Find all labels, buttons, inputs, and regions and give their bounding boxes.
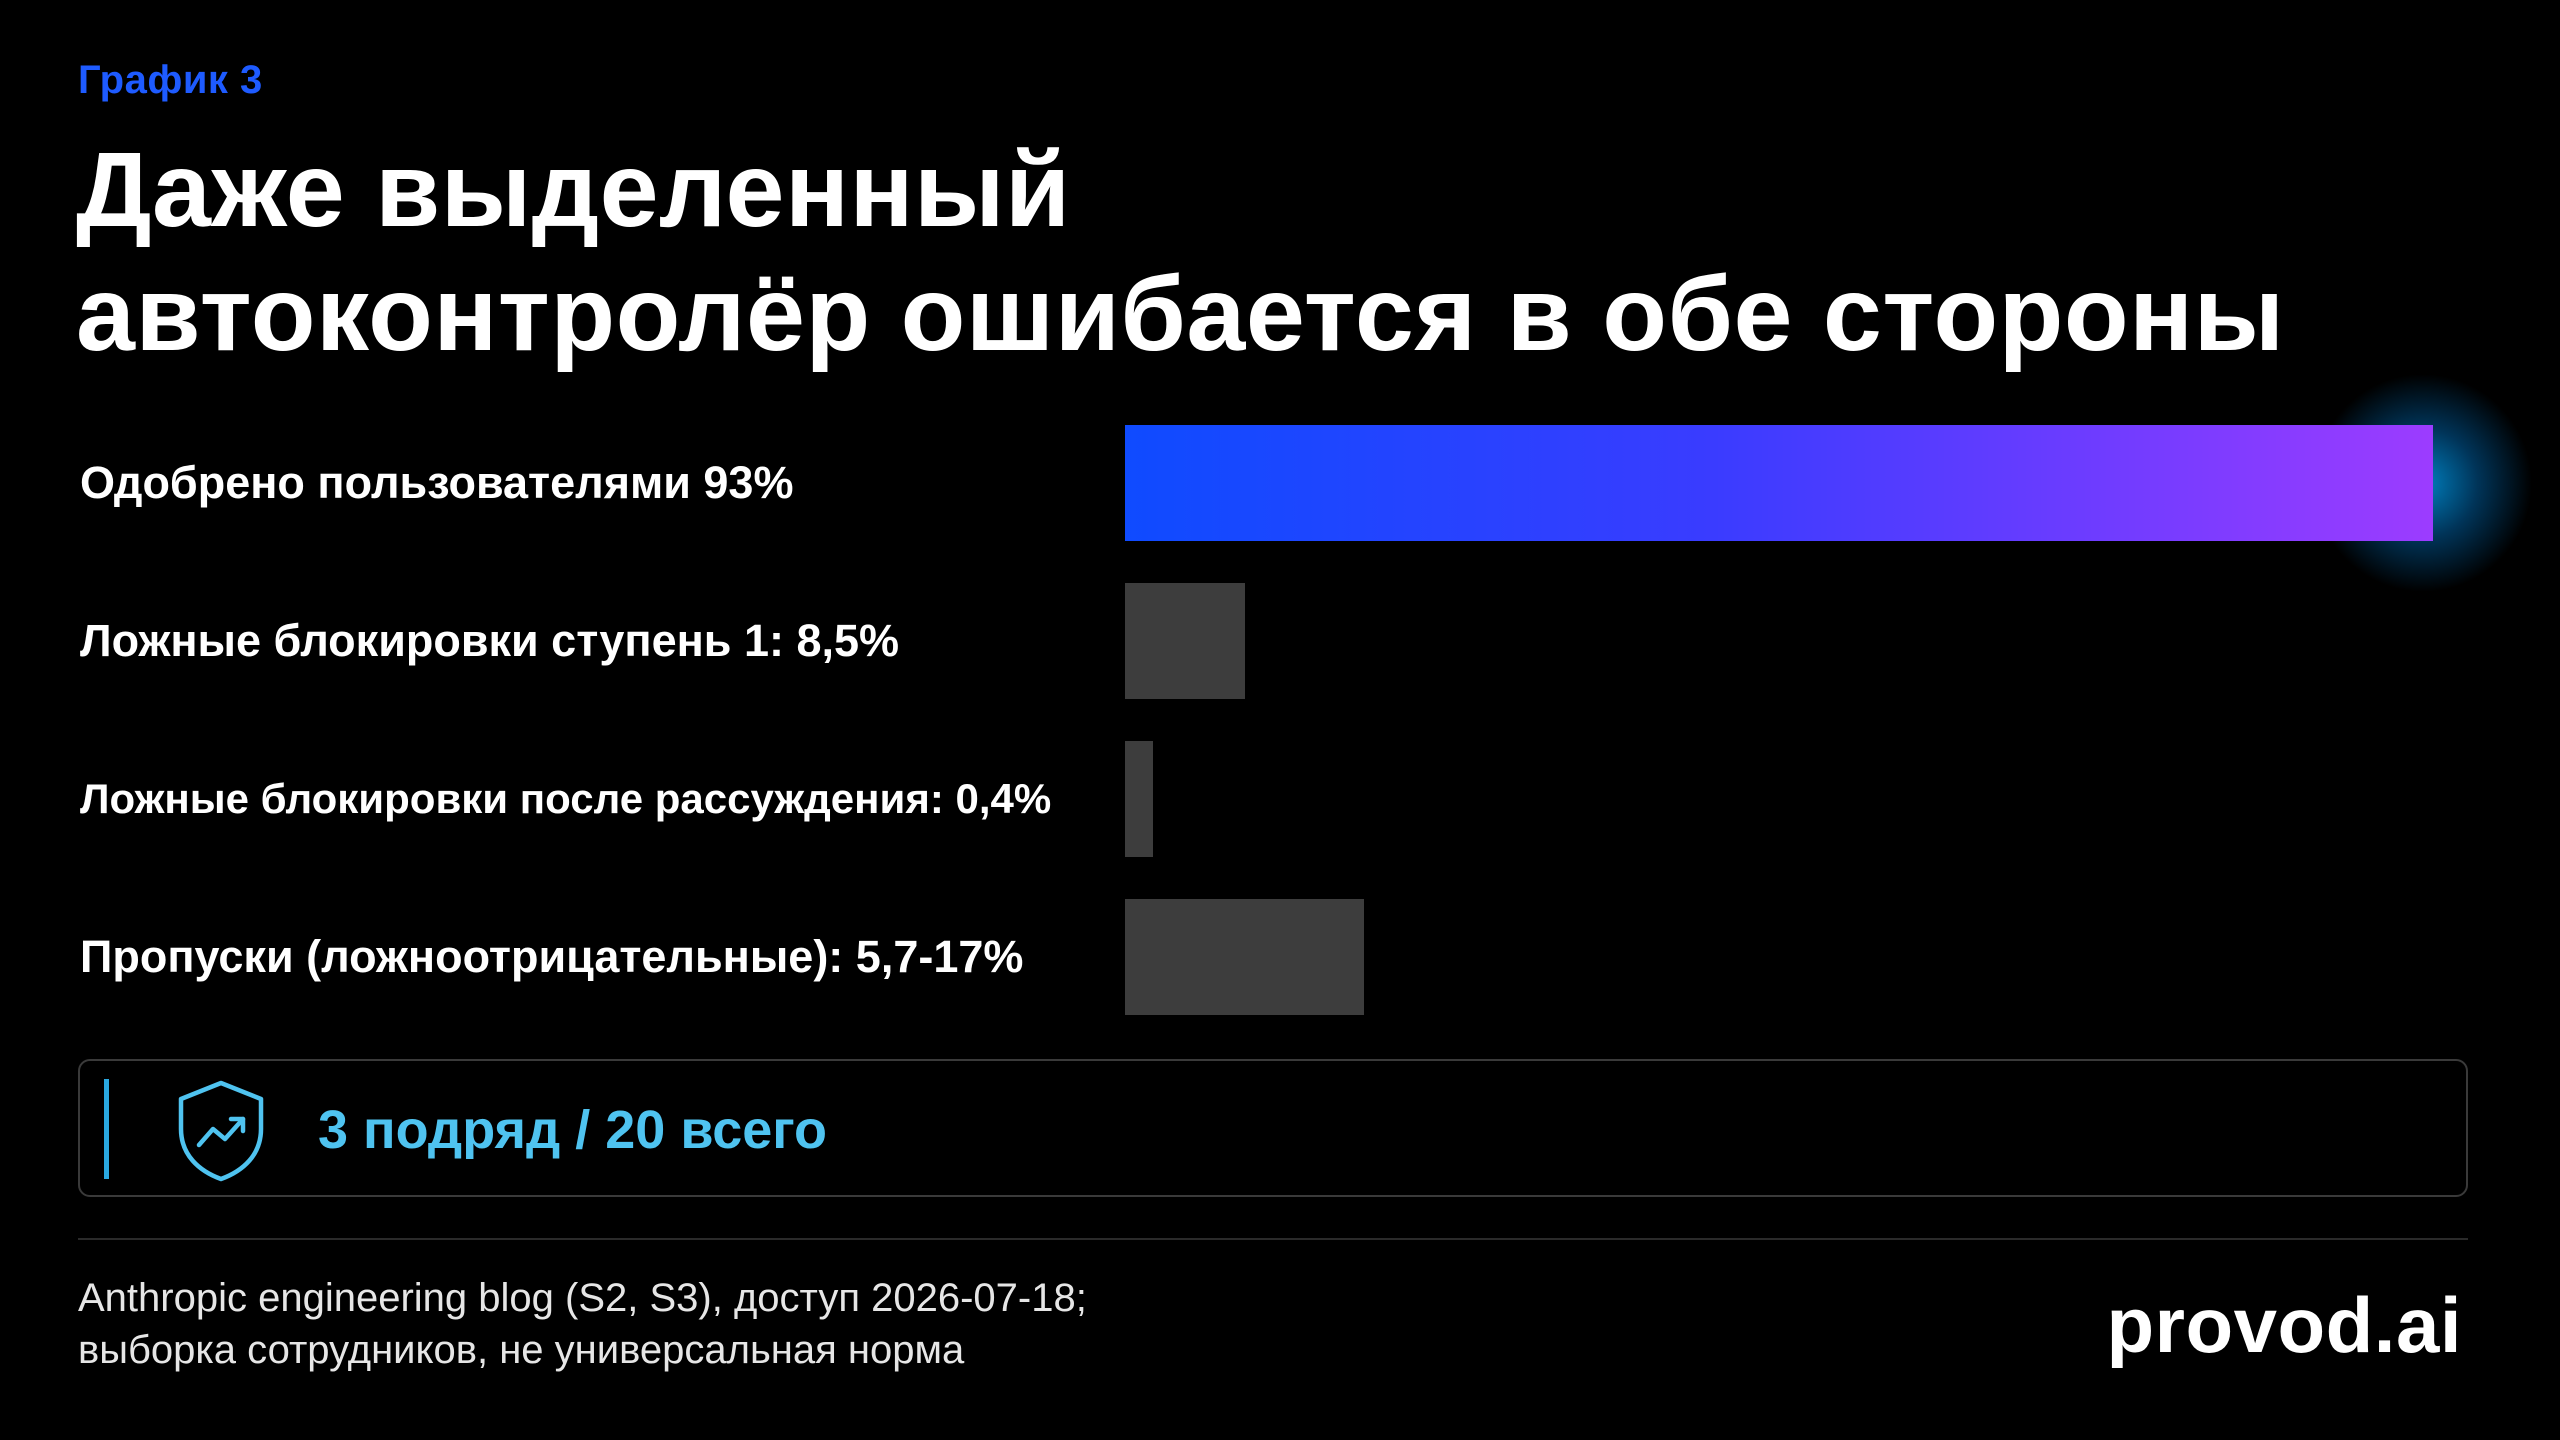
- bar-2: [1125, 583, 1245, 699]
- bar-label-2: Ложные блокировки ступень 1: 8,5%: [80, 615, 900, 666]
- bar-label-4: Пропуски (ложноотрицательные): 5,7-17%: [80, 931, 1024, 982]
- callout-text: 3 подряд / 20 всего: [318, 1100, 828, 1160]
- chart-title: Даже выделенный автоконтролёр ошибается …: [76, 128, 2476, 376]
- brand-logo-text: provod.ai: [2106, 1281, 2462, 1369]
- bar-3: [1125, 741, 1153, 857]
- chart-title-line-1: Даже выделенный: [76, 131, 1071, 249]
- chart-kicker: График 3: [78, 58, 263, 102]
- shield-trend-icon: [178, 1080, 264, 1182]
- chart-title-line-2: автоконтролёр ошибается в обе стороны: [76, 255, 2285, 373]
- source-line-1: Anthropic engineering blog (S2, S3), дос…: [78, 1276, 1087, 1320]
- footer-divider: [78, 1238, 2468, 1240]
- bar-label-1: Одобрено пользователями 93%: [80, 457, 794, 508]
- source-line-2: выборка сотрудников, не универсальная но…: [78, 1328, 965, 1372]
- source-note: Anthropic engineering blog (S2, S3), дос…: [78, 1272, 1087, 1376]
- callout-accent-bar: [104, 1079, 109, 1179]
- bar-4: [1125, 899, 1364, 1015]
- bar-1: [1125, 425, 2433, 541]
- callout-box: 3 подряд / 20 всего: [78, 1059, 2468, 1197]
- bar-label-3: Ложные блокировки после рассуждения: 0,4…: [80, 775, 1052, 822]
